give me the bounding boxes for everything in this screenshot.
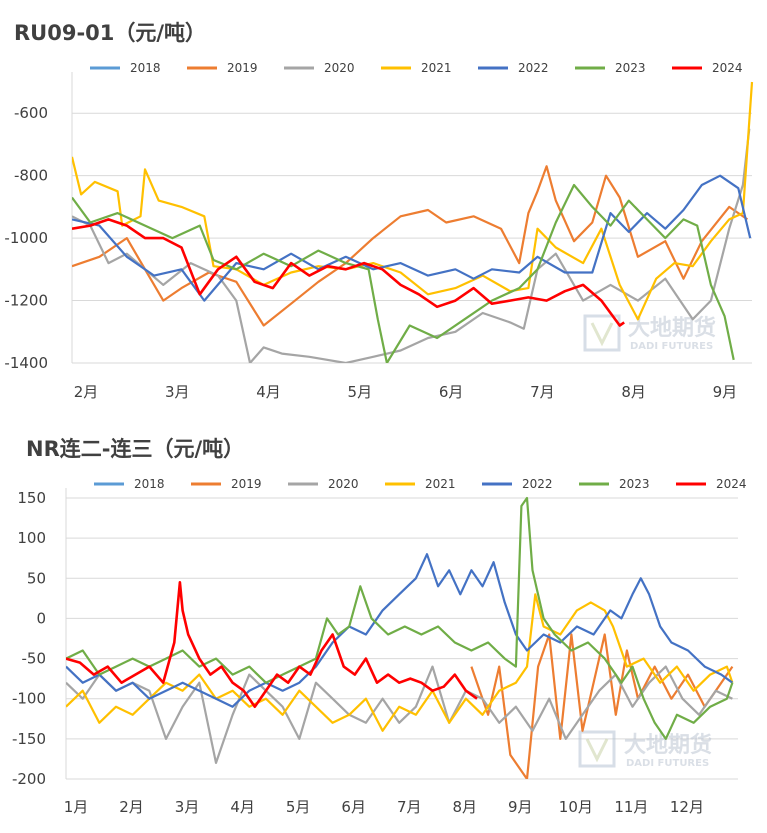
x-tick-label: 3月 <box>175 798 200 816</box>
legend-label: 2022 <box>522 477 553 491</box>
series-line-2024 <box>72 218 625 327</box>
watermark: 大地期货 DADI FUTURES <box>578 730 712 769</box>
x-tick-label: 4月 <box>256 383 281 401</box>
legend-label: 2021 <box>421 61 452 75</box>
x-tick-label: 10月 <box>559 798 593 816</box>
watermark-cn: 大地期货 <box>628 315 716 341</box>
y-tick-label: 100 <box>17 529 46 547</box>
x-tick-label: 6月 <box>439 383 464 401</box>
y-tick-label: -100 <box>12 690 46 708</box>
x-axis-ru09-01: 2月 3月 4月 5月 6月 7月 8月 9月 <box>74 383 737 401</box>
watermark-en: DADI FUTURES <box>626 758 709 769</box>
series-line-2020 <box>66 665 733 764</box>
x-axis-nr-spread: 1月 2月 3月 4月 5月 6月 7月 8月 9月 10月 11月 12月 <box>64 798 704 816</box>
dadi-logo-icon <box>583 314 621 352</box>
series-line-2023 <box>72 183 735 363</box>
x-tick-label: 7月 <box>397 798 422 816</box>
x-tick-label: 6月 <box>341 798 366 816</box>
legend-label: 2024 <box>716 477 747 491</box>
y-tick-label: 0 <box>36 609 46 627</box>
y-tick-label: -200 <box>12 770 46 788</box>
legend-label: 2023 <box>619 477 650 491</box>
legend-label: 2021 <box>425 477 456 491</box>
x-tick-label: 8月 <box>621 383 646 401</box>
legend-label: 2022 <box>518 61 549 75</box>
x-tick-label: 12月 <box>670 798 704 816</box>
x-tick-label: 7月 <box>530 383 555 401</box>
x-tick-label: 9月 <box>508 798 533 816</box>
chart-ru09-01: RU09-01（元/吨） 2018 2019 2020 2021 2022 2023 202… <box>4 21 754 401</box>
x-tick-label: 9月 <box>713 383 738 401</box>
series-line-2020 <box>72 128 751 363</box>
y-tick-label: -50 <box>22 650 47 668</box>
chart-title-nr-spread: NR连二-连三（元/吨） <box>26 437 244 461</box>
y-tick-label: 50 <box>27 569 46 587</box>
legend-label: 2018 <box>134 477 165 491</box>
legend-label: 2023 <box>615 61 646 75</box>
legend-ru09-01: 2018 2019 2020 2021 2022 2023 2024 <box>90 61 743 75</box>
y-tick-label: -1400 <box>4 354 48 372</box>
x-tick-label: 1月 <box>64 798 89 816</box>
series-line-2024 <box>66 581 478 708</box>
series-ru09-01 <box>72 81 754 363</box>
legend-label: 2019 <box>227 61 258 75</box>
y-tick-label: -150 <box>12 730 46 748</box>
y-tick-label: -800 <box>14 167 48 185</box>
legend-label: 2020 <box>324 61 355 75</box>
legend-label: 2024 <box>712 61 743 75</box>
series-line-2021 <box>72 81 754 321</box>
x-tick-label: 5月 <box>348 383 373 401</box>
x-tick-label: 2月 <box>119 798 144 816</box>
watermark-en: DADI FUTURES <box>630 341 713 352</box>
series-line-2019 <box>470 633 734 779</box>
dadi-logo-icon <box>578 730 616 768</box>
chart-nr-spread: NR连二-连三（元/吨） 2018 2019 2020 2021 2022 2023 202… <box>12 437 747 816</box>
y-tick-label: 150 <box>17 489 46 507</box>
chart-title-ru09-01: RU09-01（元/吨） <box>14 21 206 45</box>
legend-label: 2020 <box>328 477 359 491</box>
series-line-2022 <box>66 553 734 708</box>
y-axis-ru09-01: -600 -800 -1000 -1200 -1400 <box>4 104 48 372</box>
y-tick-label: -1200 <box>4 292 48 310</box>
x-tick-label: 3月 <box>165 383 190 401</box>
x-tick-label: 4月 <box>230 798 255 816</box>
x-tick-label: 8月 <box>452 798 477 816</box>
x-tick-label: 5月 <box>286 798 311 816</box>
legend-nr-spread: 2018 2019 2020 2021 2022 2023 2024 <box>94 477 747 491</box>
series-nr-spread <box>66 496 734 779</box>
legend-label: 2019 <box>231 477 262 491</box>
y-axis-nr-spread: 150 100 50 0 -50 -100 -150 -200 <box>12 489 46 788</box>
watermark: 大地期货 DADI FUTURES <box>583 314 716 352</box>
x-tick-label: 11月 <box>614 798 648 816</box>
y-tick-label: -1000 <box>4 229 48 247</box>
legend-label: 2018 <box>130 61 161 75</box>
series-line-2023 <box>66 496 734 740</box>
x-tick-label: 2月 <box>74 383 99 401</box>
series-line-2021 <box>66 593 734 732</box>
y-tick-label: -600 <box>14 104 48 122</box>
